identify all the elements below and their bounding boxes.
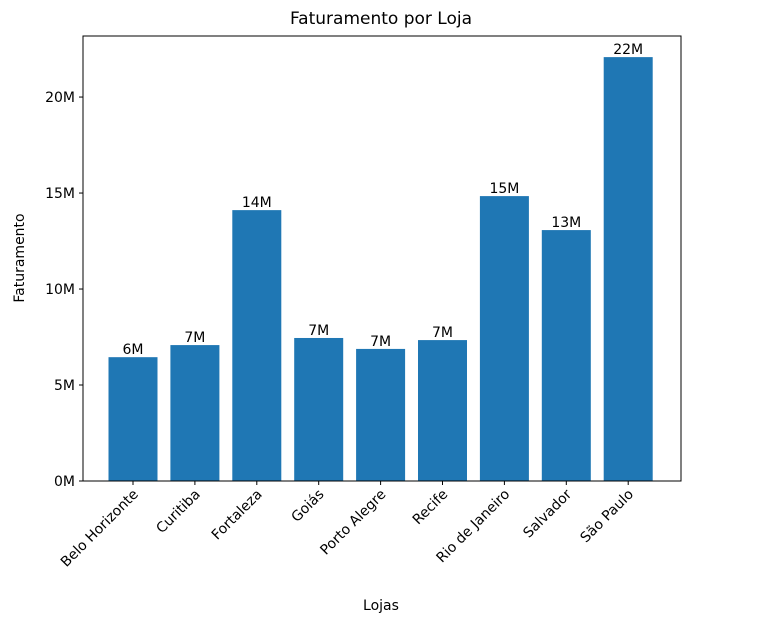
chart-title: Faturamento por Loja (290, 9, 472, 29)
plot-frame (82, 35, 682, 482)
y-tick-label: 5M (54, 378, 75, 394)
x-tick-label: Belo Horizonte (58, 487, 142, 571)
bar (232, 210, 282, 482)
value-label: 7M (432, 325, 453, 341)
x-tick-label: Recife (410, 487, 452, 529)
y-tick-label: 15M (45, 186, 75, 202)
x-tick-label: Porto Alegre (317, 487, 389, 559)
x-axis-label: Lojas (363, 598, 399, 614)
value-label: 7M (184, 330, 205, 346)
x-tick-label: Curitiba (153, 487, 203, 537)
y-tick-label: 20M (45, 90, 75, 106)
y-tick-label: 10M (45, 282, 75, 298)
bar (294, 337, 344, 481)
bar (603, 57, 653, 482)
y-tick-label: 0M (54, 474, 75, 490)
value-label: 14M (242, 195, 272, 211)
x-tick-label: Goiás (289, 487, 328, 526)
x-tick-label: São Paulo (577, 487, 637, 547)
bar (479, 196, 529, 481)
x-tick-label: Fortaleza (209, 487, 266, 544)
value-label: 7M (308, 323, 329, 339)
value-label: 13M (551, 215, 581, 231)
value-label: 7M (370, 334, 391, 350)
value-label: 22M (613, 42, 643, 58)
value-label: 15M (489, 181, 519, 197)
value-label: 6M (123, 342, 144, 358)
y-axis-label: Faturamento (12, 213, 28, 302)
bar (356, 348, 406, 481)
bar (541, 230, 591, 481)
x-tick-label: Salvador (520, 486, 575, 541)
bar (170, 345, 220, 481)
bar (418, 340, 467, 481)
bar (108, 357, 158, 481)
